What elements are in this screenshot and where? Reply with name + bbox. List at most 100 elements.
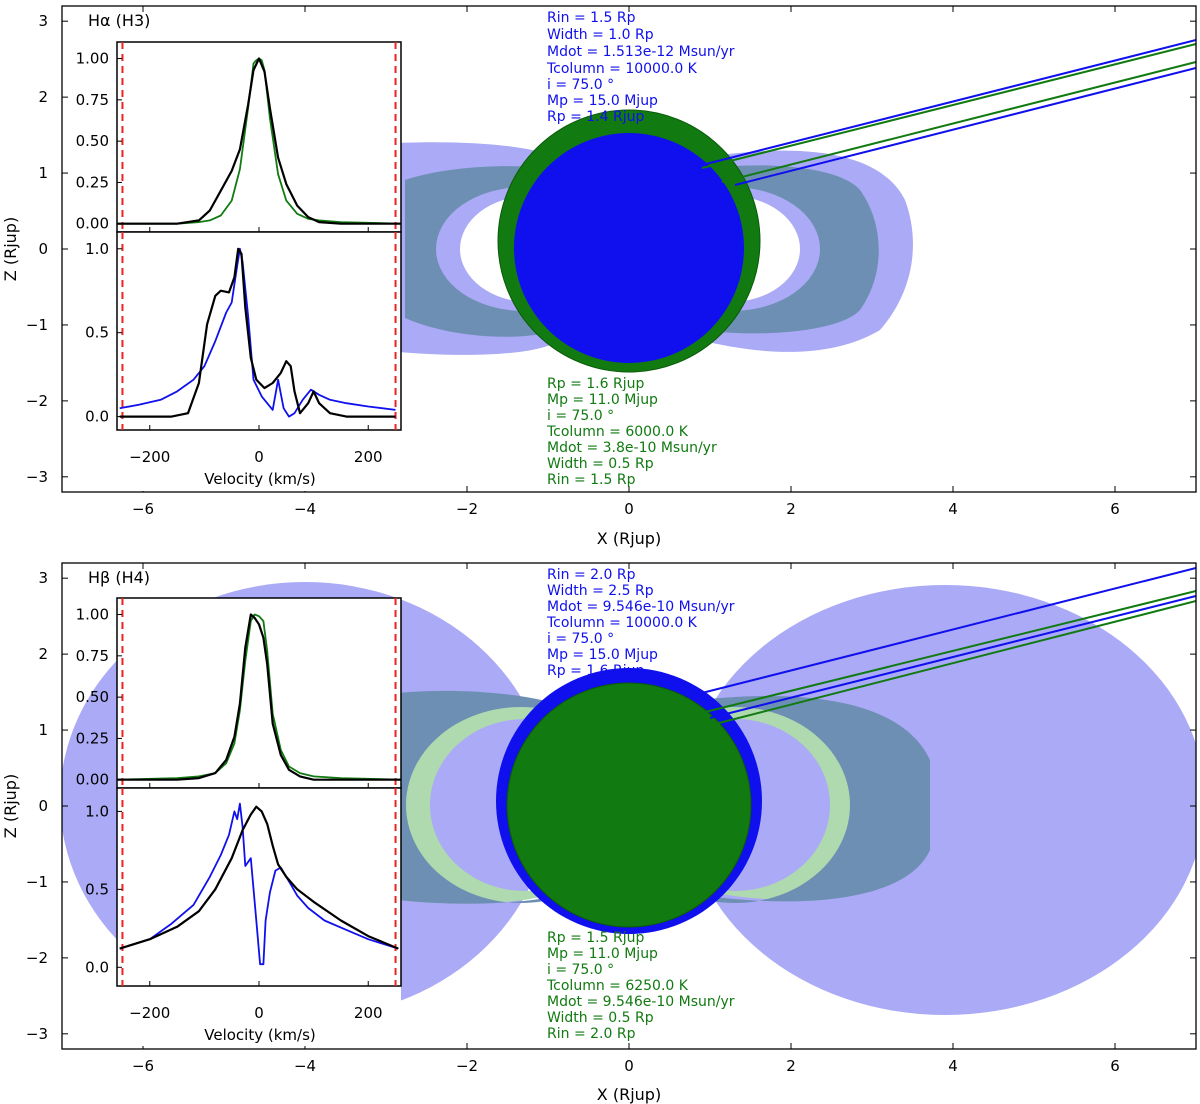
x-axis-label-bottom: X (Rjup) xyxy=(597,1085,661,1104)
param-line: Width = 0.5 Rp xyxy=(547,456,654,472)
x-tick-label: 4 xyxy=(948,1057,958,1075)
x-tick-label: 6 xyxy=(1110,500,1120,518)
inset-y-tick-label: 0.25 xyxy=(76,729,109,747)
inset-y-tick-label: 0.50 xyxy=(76,688,109,706)
param-line: Rin = 2.0 Rp xyxy=(547,567,636,583)
inset-frame xyxy=(116,41,402,233)
inset-frame xyxy=(116,597,402,789)
inset-top-upper-panel: 0.00 0.25 0.50 0.75 1.00 xyxy=(76,41,402,233)
inset-x-tick-label: 200 xyxy=(354,448,383,466)
overlap-ring-right xyxy=(644,165,879,334)
inset-x-tick-label: −200 xyxy=(129,448,170,466)
y-tick-label: 2 xyxy=(38,645,48,663)
x-tick-label: −4 xyxy=(294,500,316,518)
series-line-blue xyxy=(119,802,399,966)
param-line: Mp = 11.0 Mjup xyxy=(547,946,658,962)
param-line: Mdot = 9.546e-10 Msun/yr xyxy=(547,994,735,1010)
series-line-black xyxy=(117,57,401,225)
inset-x-tick-label: 200 xyxy=(354,1004,383,1022)
x-tick-label: −2 xyxy=(456,500,478,518)
y-tick-label: −1 xyxy=(26,873,48,891)
param-line: i = 75.0 ° xyxy=(547,408,614,424)
y-tick-label: −2 xyxy=(26,949,48,967)
param-line: Mp = 15.0 Mjup xyxy=(547,647,658,663)
x-tick-label: 0 xyxy=(624,1057,634,1075)
param-line: Tcolumn = 10000.0 K xyxy=(546,61,698,77)
param-line: Mp = 15.0 Mjup xyxy=(547,93,658,109)
y-tick-label: 0 xyxy=(38,797,48,815)
inset-y-tick-label: 0.75 xyxy=(76,647,109,665)
x-axis-label-top: X (Rjup) xyxy=(597,529,661,548)
param-line: Rin = 1.5 Rp xyxy=(547,472,636,488)
green-column-line-1 xyxy=(701,43,1196,169)
panel-top: −6 −4 −2 0 2 4 6 −3 −2 −1 0 1 2 3 X (Rjup) Z (Rjup) R… xyxy=(1,5,1197,548)
inset-bottom: Hβ (H4) 0.00 0.25 0.50 0.75 1.00 0.0 0.5 1.0 −2… xyxy=(76,568,402,1046)
param-line: Mdot = 1.513e-12 Msun/yr xyxy=(547,44,735,60)
y-tick-label: −3 xyxy=(26,1025,48,1043)
y-tick-label: −1 xyxy=(26,316,48,334)
param-line: Width = 0.5 Rp xyxy=(547,1010,654,1026)
inset-y-tick-label: 0.5 xyxy=(85,324,109,342)
inset-x-tick-label: 0 xyxy=(254,1004,264,1022)
blue-lobe-right xyxy=(685,585,1196,1015)
param-line: i = 75.0 ° xyxy=(547,962,614,978)
green-column-line-2 xyxy=(721,61,1196,183)
inset-x-label-bottom: Velocity (km/s) xyxy=(204,1026,315,1044)
param-line: Rin = 1.5 Rp xyxy=(547,10,636,26)
param-line: Rp = 1.6 Rjup xyxy=(547,663,644,679)
inset-y-tick-label: 0.0 xyxy=(85,958,109,976)
inset-title-bottom: Hβ (H4) xyxy=(88,568,150,587)
param-line: Width = 2.5 Rp xyxy=(547,583,654,599)
ticks-bottom: −6 −4 −2 0 2 4 6 −3 −2 −1 0 1 2 3 xyxy=(26,563,1196,1075)
green-model-params-top: Rp = 1.6 Rjup Mp = 11.0 Mjup i = 75.0 ° … xyxy=(546,376,717,488)
x-tick-label: 2 xyxy=(786,1057,796,1075)
param-line: Width = 1.0 Rp xyxy=(547,27,654,43)
inset-top: Hα (H3) 0.00 0.25 0.5 0 0.75 1.00 0.0 0.5 1.0 −2… xyxy=(76,11,402,491)
series-line-black xyxy=(119,805,399,950)
inset-title-top: Hα (H3) xyxy=(88,11,150,30)
inset-y-tick-label: 0.00 xyxy=(76,771,109,789)
blue-column-line-2 xyxy=(734,67,1196,186)
series-line-black xyxy=(117,613,401,781)
series-line-black xyxy=(119,247,396,418)
x-tick-label: 6 xyxy=(1110,1057,1120,1075)
x-tick-label: −2 xyxy=(456,1057,478,1075)
inset-y-tick-label: 0.0 xyxy=(85,408,109,426)
x-tick-label: 4 xyxy=(948,500,958,518)
panel-bottom: −6 −4 −2 0 2 4 6 −3 −2 −1 0 1 2 3 X (Rjup) Z (Rjup) R… xyxy=(1,562,1197,1104)
inset-y-tick-label: 0.5 xyxy=(85,880,109,898)
param-line: Tcolumn = 6000.0 K xyxy=(546,424,689,440)
green-planet-disk xyxy=(506,682,752,928)
inset-y-tick-label: 0.75 xyxy=(76,91,109,109)
inset-x-tick-label: 0 xyxy=(254,448,264,466)
param-line: Tcolumn = 6250.0 K xyxy=(546,978,689,994)
inset-y-tick-label: 0.25 xyxy=(76,173,109,191)
inset-y-tick-label: 1.0 xyxy=(85,240,109,258)
inset-y-tick-label: 0.00 xyxy=(76,215,109,233)
y-tick-label: 1 xyxy=(38,164,48,182)
param-line: i = 75.0 ° xyxy=(547,631,614,647)
blue-column-line-1 xyxy=(701,39,1196,166)
inset-x-tick-label: −200 xyxy=(129,1004,170,1022)
y-tick-label: −3 xyxy=(26,468,48,486)
green-model-params-bottom: Rp = 1.5 Rjup Mp = 11.0 Mjup i = 75.0 ° … xyxy=(546,930,735,1042)
y-axis-label-top: Z (Rjup) xyxy=(1,217,20,281)
inset-y-tick-label: 1.0 xyxy=(85,802,109,820)
inset-y-tick-label: 1.00 xyxy=(76,50,109,68)
param-line: Rp = 1.6 Rjup xyxy=(547,376,644,392)
y-tick-label: 0 xyxy=(38,240,48,258)
blue-column-line-2 xyxy=(709,595,1196,719)
blue-model-params-bottom: Rin = 2.0 Rp Width = 2.5 Rp Mdot = 9.546… xyxy=(546,567,735,679)
x-tick-label: 2 xyxy=(786,500,796,518)
y-axis-label-bottom: Z (Rjup) xyxy=(1,774,20,838)
inset-y-tick-label: 1.00 xyxy=(76,606,109,624)
x-tick-label: −4 xyxy=(294,1057,316,1075)
param-line: Rin = 2.0 Rp xyxy=(547,1026,636,1042)
inset-bottom-upper-panel: 0.00 0.25 0.50 0.75 1.00 xyxy=(76,597,402,789)
param-line: Tcolumn = 10000.0 K xyxy=(546,615,698,631)
param-line: Rp = 1.5 Rjup xyxy=(547,930,644,946)
param-line: Rp = 1.4 Rjup xyxy=(547,109,644,125)
blue-planet-disk xyxy=(514,133,744,363)
param-line: Mdot = 3.8e-10 Msun/yr xyxy=(547,440,717,456)
inset-top-lower-panel: 0.0 0.5 1.0 −200 0 200 xyxy=(85,231,402,466)
